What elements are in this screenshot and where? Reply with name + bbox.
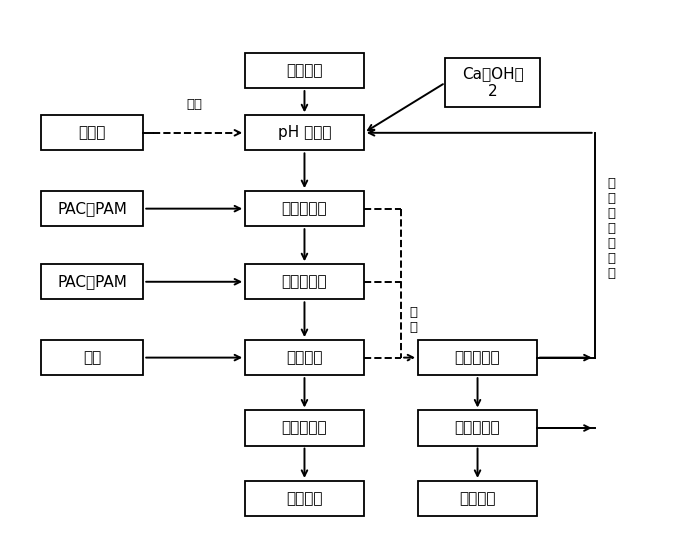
Text: 生产废水: 生产废水	[286, 63, 323, 78]
Text: 达标排放: 达标排放	[286, 491, 323, 506]
Text: pH 调节池: pH 调节池	[278, 125, 331, 140]
Bar	[41, 264, 144, 299]
Bar	[418, 410, 537, 446]
Bar	[41, 340, 144, 375]
Text: PAC、PAM: PAC、PAM	[58, 274, 127, 289]
Text: 搅拌: 搅拌	[186, 98, 202, 111]
Bar	[245, 264, 364, 299]
Bar	[418, 481, 537, 516]
Text: 污泥脱水机: 污泥脱水机	[455, 421, 500, 436]
Text: 污泥浓缩池: 污泥浓缩池	[455, 350, 500, 365]
Text: PAC、PAM: PAC、PAM	[58, 201, 127, 216]
Bar	[245, 115, 364, 150]
Bar	[245, 410, 364, 446]
Bar	[245, 53, 364, 88]
Bar	[245, 191, 364, 226]
Text: 絮凝沉淀器: 絮凝沉淀器	[282, 274, 327, 289]
Text: 泥
渣: 泥 渣	[409, 306, 417, 334]
Text: 泥饼外运: 泥饼外运	[460, 491, 496, 506]
Bar	[245, 340, 364, 375]
Text: 吸附过滤器: 吸附过滤器	[282, 421, 327, 436]
Bar	[41, 191, 144, 226]
Text: 缓冲水池: 缓冲水池	[286, 350, 323, 365]
Text: 搅拌机: 搅拌机	[79, 125, 106, 140]
Text: 絮凝沉淀器: 絮凝沉淀器	[282, 201, 327, 216]
Bar	[41, 115, 144, 150]
Text: Ca（OH）
2: Ca（OH） 2	[462, 67, 523, 99]
Bar	[245, 481, 364, 516]
Text: 加酸: 加酸	[83, 350, 102, 365]
Bar	[445, 58, 540, 107]
Bar	[418, 340, 537, 375]
Text: 上
清
液
滤
液
回
流: 上 清 液 滤 液 回 流	[607, 178, 616, 280]
